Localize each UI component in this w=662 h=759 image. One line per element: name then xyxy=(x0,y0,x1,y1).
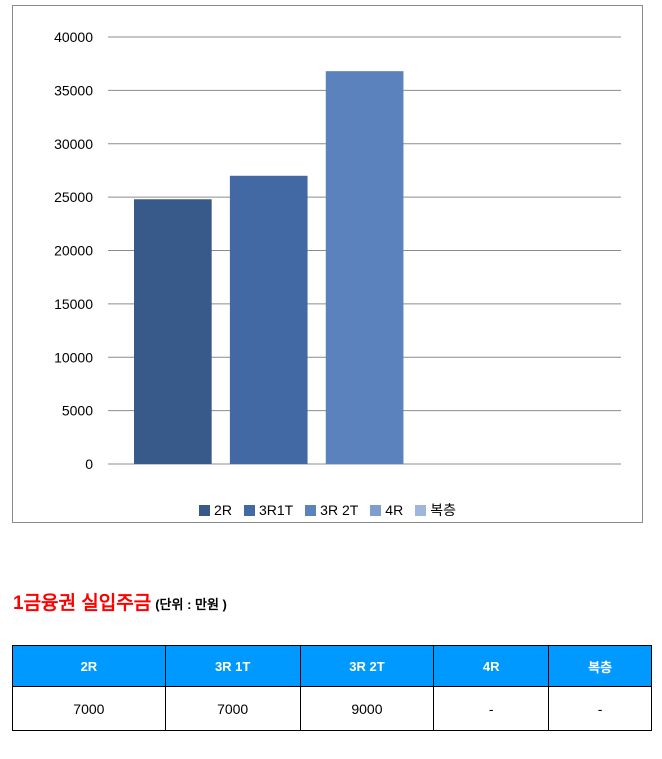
legend-label: 복층 xyxy=(430,502,456,518)
y-tick-label: 5000 xyxy=(62,403,93,419)
y-tick-label: 10000 xyxy=(54,349,93,365)
table-cell: 9000 xyxy=(299,686,435,731)
legend-swatch xyxy=(415,504,427,516)
y-tick-label: 20000 xyxy=(54,243,93,259)
table-header-cell: 3R 2T xyxy=(299,645,435,687)
table-header-cell: 3R 1T xyxy=(164,645,301,687)
table-header-cell: 복층 xyxy=(548,645,652,687)
legend-label: 3R1T xyxy=(258,502,294,518)
bar-1 xyxy=(134,199,212,464)
chart-legend: 2R 3R1T 3R 2T 4R 복층 xyxy=(13,502,642,518)
y-tick-label: 35000 xyxy=(54,82,93,98)
table-header-cell: 2R xyxy=(12,645,166,687)
table-row: 7000 7000 9000 - - xyxy=(12,686,652,731)
chart-canvas: 0 5000 10000 15000 20000 25000 30000 35000 40000 xyxy=(54,29,621,472)
legend-item: 3R 2T xyxy=(305,502,358,518)
y-tick-label: 0 xyxy=(85,456,93,472)
legend-item: 4R xyxy=(370,502,403,518)
y-tick-label: 40000 xyxy=(54,29,93,45)
legend-swatch xyxy=(243,504,255,516)
legend-swatch xyxy=(199,504,211,516)
bar-chart: 0 5000 10000 15000 20000 25000 30000 35000 40000… xyxy=(12,5,643,523)
legend-swatch xyxy=(370,504,382,516)
bar-3 xyxy=(325,71,404,464)
unit-note: (단위 : 만원 ) xyxy=(155,597,227,612)
table-header-cell: 4R xyxy=(433,645,550,687)
section-heading: 1금융권 실입주금 (단위 : 만원 ) xyxy=(13,588,227,615)
table-header-row: 2R 3R 1T 3R 2T 4R 복층 xyxy=(12,645,652,687)
legend-swatch xyxy=(305,504,317,516)
legend-item: 2R xyxy=(199,502,232,518)
table-cell: 7000 xyxy=(164,686,301,731)
table-cell: - xyxy=(433,686,550,731)
price-table: 2R 3R 1T 3R 2T 4R 복층 7000 7000 9000 - - xyxy=(12,645,652,731)
table-cell: - xyxy=(548,686,652,731)
section-title: 1금융권 실입주금 xyxy=(13,593,152,614)
legend-label: 3R 2T xyxy=(320,502,359,518)
legend-label: 2R xyxy=(214,502,232,518)
bar-2 xyxy=(229,175,308,464)
legend-label: 4R xyxy=(385,502,404,518)
legend-item: 복층 xyxy=(415,502,456,518)
y-tick-label: 15000 xyxy=(54,296,93,312)
y-tick-label: 25000 xyxy=(54,189,93,205)
legend-item: 3R1T xyxy=(243,502,294,518)
table-cell: 7000 xyxy=(12,686,166,731)
y-tick-label: 30000 xyxy=(54,136,93,152)
